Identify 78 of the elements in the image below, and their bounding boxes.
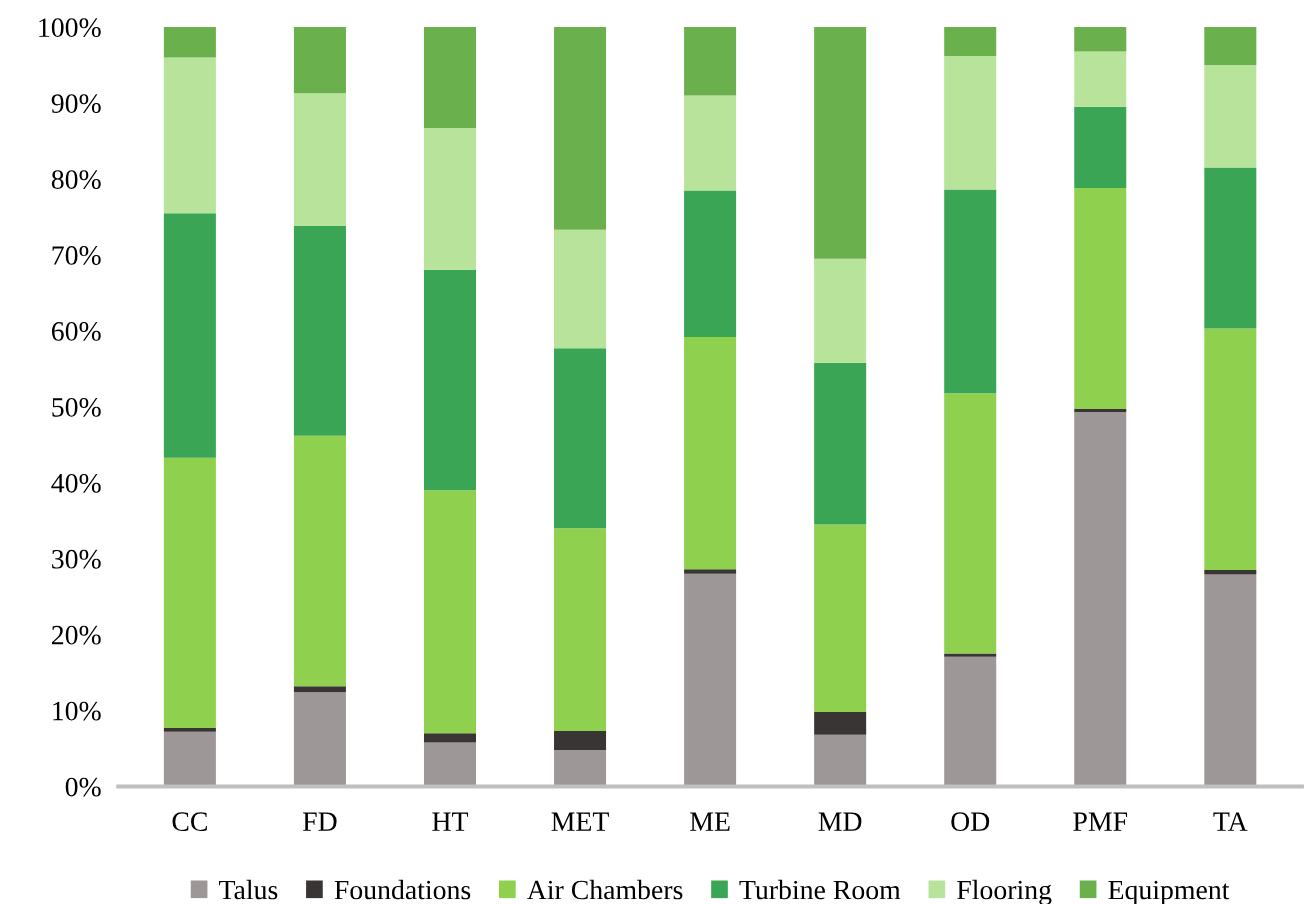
- bar: [1204, 570, 1257, 575]
- bar: [944, 393, 997, 654]
- y-tick-label: 50%: [52, 397, 101, 417]
- bar: [814, 362, 867, 525]
- bar: [1074, 51, 1127, 107]
- bar: [1204, 65, 1257, 168]
- bar: [814, 734, 867, 787]
- bar: [944, 189, 997, 394]
- bar: [423, 27, 476, 129]
- bar: [293, 93, 346, 227]
- bar: [944, 55, 997, 190]
- bar: [944, 27, 997, 56]
- y-tick-label: 40%: [51, 473, 101, 493]
- x-tick-label: TA: [1213, 812, 1248, 831]
- bar: [1074, 106, 1127, 189]
- bar: [684, 27, 737, 96]
- bar: [554, 348, 607, 529]
- bar: [163, 213, 216, 458]
- bar: [163, 57, 216, 214]
- bar: [1074, 412, 1127, 787]
- bar: [554, 731, 607, 751]
- y-tick-label: 60%: [51, 322, 101, 341]
- bar: [814, 712, 867, 735]
- bar: [163, 27, 216, 58]
- bar: [1074, 409, 1127, 413]
- y-tick-label: 0%: [65, 777, 101, 797]
- y-tick-label: 10%: [53, 701, 101, 721]
- bar: [814, 524, 867, 713]
- x-tick-label: MD: [818, 812, 862, 831]
- bar: [163, 457, 216, 729]
- bar: [293, 692, 346, 787]
- bar: [1204, 328, 1257, 571]
- x-tick-label: HT: [432, 812, 469, 831]
- bar: [293, 27, 346, 94]
- legend-label: Foundations: [334, 879, 471, 900]
- bar: [423, 270, 476, 491]
- legend-label: Air Chambers: [527, 879, 683, 900]
- bar: [1074, 27, 1127, 52]
- bar: [423, 742, 476, 787]
- x-tick-label: FD: [302, 812, 337, 831]
- bar: [814, 27, 867, 259]
- bar: [423, 490, 476, 734]
- bar: [684, 569, 737, 574]
- bar: [684, 573, 737, 787]
- bar: [293, 226, 346, 436]
- x-tick-label: OD: [951, 812, 990, 832]
- legend-label: Turbine Room: [739, 879, 901, 900]
- x-tick-label: PMF: [1073, 812, 1128, 831]
- bar: [1204, 27, 1257, 66]
- bar: [554, 528, 607, 732]
- bar: [163, 728, 216, 732]
- bar: [684, 95, 737, 191]
- y-tick-label: 70%: [52, 246, 101, 265]
- legend-label: Talus: [219, 879, 278, 900]
- bar: [293, 435, 346, 687]
- bar: [423, 733, 476, 743]
- bar: [1204, 574, 1257, 787]
- x-tick-label: MET: [551, 812, 609, 831]
- bar: [1074, 188, 1127, 410]
- bar: [554, 229, 607, 349]
- bar: [293, 686, 346, 693]
- x-tick-label: CC: [172, 812, 207, 832]
- bar: [684, 336, 737, 570]
- bar: [163, 731, 216, 787]
- y-tick-label: 100%: [39, 18, 101, 38]
- bar: [944, 656, 997, 787]
- y-tick-label: 90%: [51, 94, 101, 114]
- bar: [944, 653, 997, 657]
- bar: [684, 190, 737, 337]
- y-tick-label: 30%: [52, 549, 101, 569]
- bar: [1204, 167, 1257, 329]
- x-tick-label: ME: [690, 812, 730, 831]
- bar: [814, 258, 867, 363]
- bar: [554, 750, 607, 787]
- y-tick-label: 80%: [51, 170, 101, 189]
- y-tick-label: 20%: [51, 625, 101, 645]
- bar: [554, 27, 607, 230]
- bar: [423, 128, 476, 271]
